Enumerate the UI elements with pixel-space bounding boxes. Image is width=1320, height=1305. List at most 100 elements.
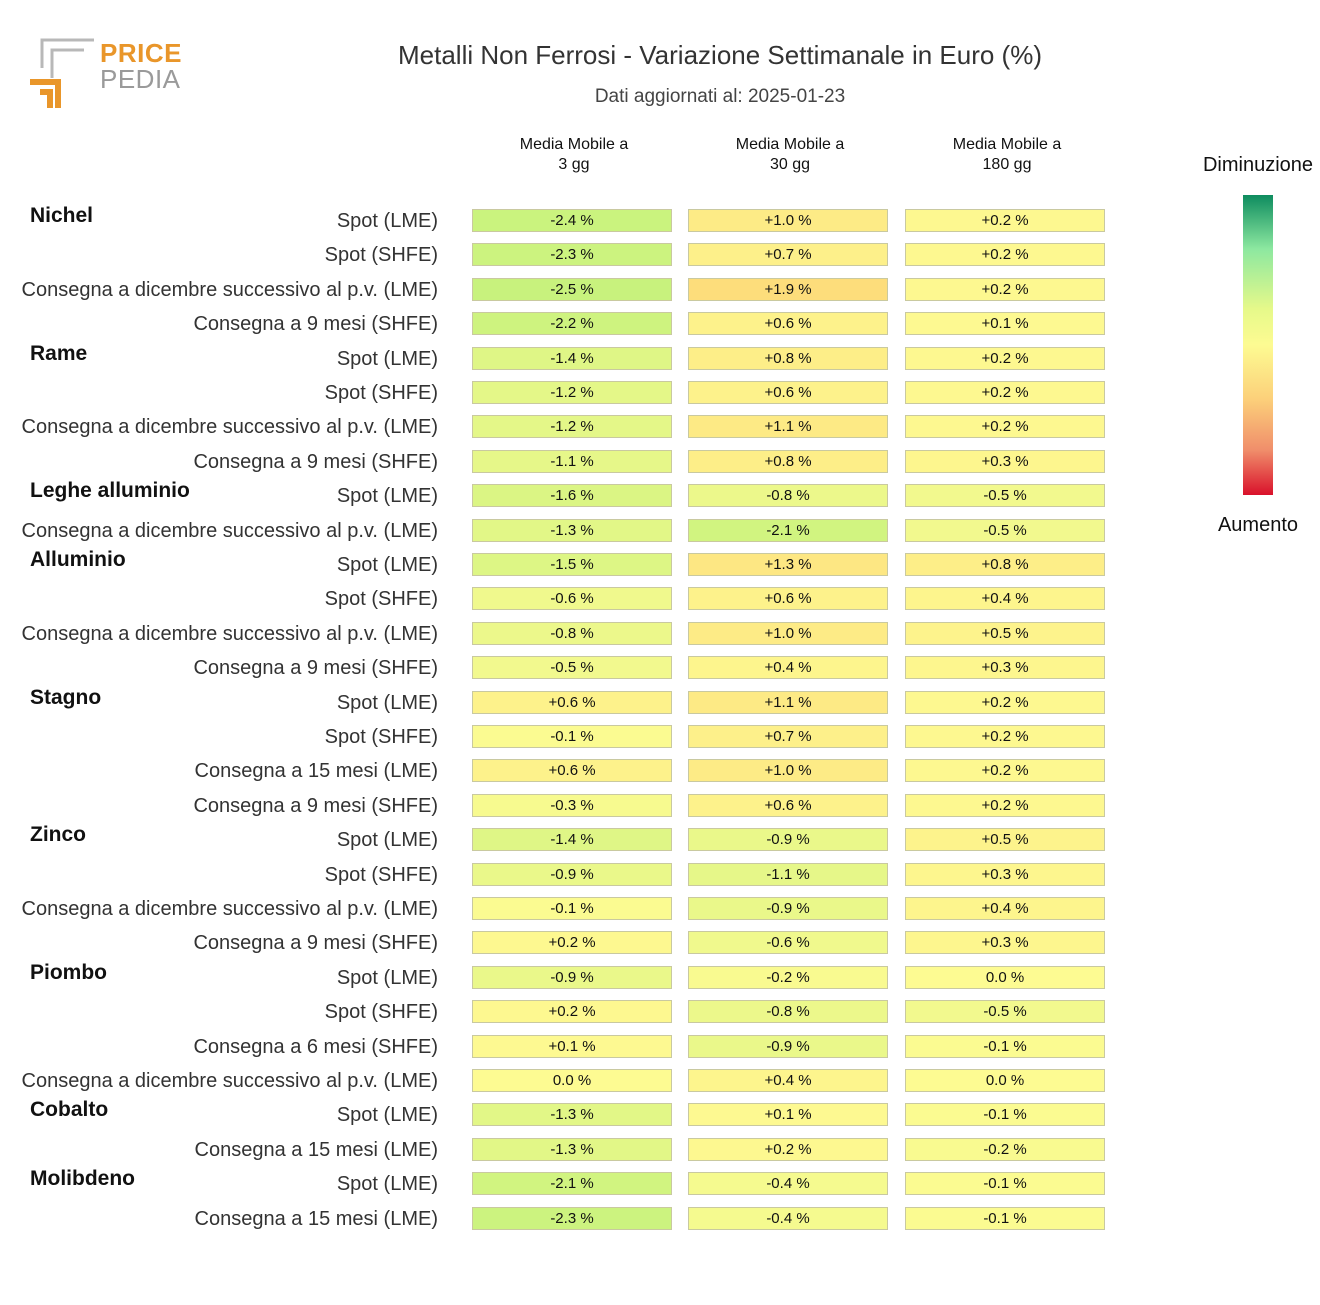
heatmap-cell: -0.1 % (905, 1034, 1105, 1058)
heatmap-cell: 0.0 % (905, 965, 1105, 989)
heatmap-cell: -2.3 % (472, 1206, 672, 1230)
row-label: Consegna a dicembre successivo al p.v. (… (21, 898, 438, 920)
heatmap-cell: +0.3 % (905, 931, 1105, 955)
group-label: Stagno (30, 685, 102, 709)
pricepedia-logo: PRICE PEDIA (28, 36, 188, 112)
heatmap-cell: +0.2 % (905, 277, 1105, 301)
logo-text-price: PRICE (100, 38, 182, 68)
heatmap-cell: +0.2 % (905, 759, 1105, 783)
heatmap-cell: +0.6 % (688, 793, 888, 817)
heatmap-cell: +0.4 % (688, 1069, 888, 1092)
heatmap-cell: -0.4 % (688, 1172, 888, 1196)
heatmap-cell: -2.2 % (472, 312, 672, 336)
heatmap-cell: +0.6 % (688, 381, 888, 404)
heatmap-cell: +0.8 % (905, 553, 1105, 576)
heatmap-cell: -2.1 % (688, 518, 888, 542)
heatmap-cell: +0.2 % (905, 243, 1105, 267)
heatmap-cell: +1.1 % (688, 415, 888, 439)
heatmap-cell: +0.8 % (688, 449, 888, 473)
row-label: Consegna a 9 mesi (SHFE) (193, 313, 438, 336)
row-label: Spot (LME) (336, 554, 438, 576)
heatmap-cell: +0.7 % (688, 243, 888, 267)
heatmap-cell: -0.5 % (905, 484, 1105, 508)
heatmap-cell: -1.3 % (472, 1103, 672, 1127)
row-label: Consegna a 6 mesi (SHFE) (193, 1035, 438, 1058)
heatmap-cell: -1.2 % (472, 415, 672, 439)
heatmap-cell: +1.0 % (688, 209, 888, 232)
heatmap-cell: -0.9 % (472, 862, 672, 886)
row-label: Spot (LME) (336, 210, 438, 232)
heatmap-cell: -0.9 % (688, 1034, 888, 1058)
row-label: Spot (LME) (336, 1173, 438, 1196)
heatmap-cell: -1.1 % (688, 862, 888, 886)
row-label: Spot (SHFE) (324, 726, 438, 748)
row-label: Spot (LME) (336, 691, 438, 714)
row-label: Consegna a 9 mesi (SHFE) (193, 657, 438, 680)
chart-title: Metalli Non Ferrosi - Variazione Settima… (398, 40, 1042, 70)
row-label: Consegna a 9 mesi (SHFE) (193, 794, 438, 817)
heatmap-cell: -1.4 % (472, 346, 672, 370)
row-label: Spot (LME) (336, 347, 438, 370)
heatmap-cell: -0.5 % (472, 656, 672, 680)
row-label: Spot (SHFE) (324, 863, 438, 886)
heatmap-cell: +0.2 % (905, 793, 1105, 817)
row-label: Spot (LME) (336, 829, 438, 852)
heatmap-cell: -0.4 % (688, 1206, 888, 1230)
heatmap-cell: +0.6 % (688, 587, 888, 611)
row-label: Consegna a dicembre successivo al p.v. (… (21, 416, 438, 439)
heatmap-cell: +0.2 % (905, 209, 1105, 232)
heatmap-cell: -0.5 % (905, 518, 1105, 542)
heatmap-cell: -0.2 % (688, 965, 888, 989)
heatmap-cell: +0.2 % (472, 931, 672, 955)
heatmap-cell: +0.2 % (905, 346, 1105, 370)
heatmap-cell: -0.3 % (472, 793, 672, 817)
heatmap-cell: -0.8 % (472, 621, 672, 645)
heatmap-cell: -0.8 % (688, 1000, 888, 1024)
row-label: Consegna a dicembre successivo al p.v. (… (21, 278, 438, 301)
heatmap-cell: -0.5 % (905, 1000, 1105, 1024)
heatmap-cell: +1.0 % (688, 621, 888, 645)
heatmap-cell: -2.4 % (472, 209, 672, 232)
heatmap-cell: +0.6 % (472, 759, 672, 783)
heatmap-cell: +1.9 % (688, 277, 888, 301)
heatmap-cell: +0.7 % (688, 725, 888, 748)
row-label: Consegna a dicembre successivo al p.v. (… (21, 1070, 438, 1092)
column-header: Media Mobile a 30 gg (735, 136, 845, 173)
group-label: Rame (30, 341, 88, 365)
heatmap-cell: -2.5 % (472, 277, 672, 301)
heatmap-cell: -0.8 % (688, 484, 888, 508)
legend-label-increase: Aumento (1217, 514, 1299, 536)
heatmap-cell: -1.5 % (472, 553, 672, 576)
heatmap-cell: -0.9 % (688, 828, 888, 852)
heatmap-cell: -0.1 % (472, 897, 672, 920)
heatmap-cell: +0.6 % (472, 690, 672, 714)
heatmap-cell: -0.1 % (905, 1172, 1105, 1196)
row-label: Consegna a dicembre successivo al p.v. (… (21, 519, 438, 542)
row-label: Spot (SHFE) (324, 244, 438, 267)
row-label: Consegna a 9 mesi (SHFE) (193, 450, 438, 473)
row-label: Consegna a 15 mesi (LME) (194, 1207, 438, 1230)
heatmap-cell: -0.1 % (472, 725, 672, 748)
heatmap-cell: -1.1 % (472, 449, 672, 473)
heatmap-cell: +0.4 % (905, 587, 1105, 611)
heatmap-cell: +1.1 % (688, 690, 888, 714)
heatmap-cell: +0.2 % (905, 415, 1105, 439)
heatmap-cell: +0.4 % (905, 897, 1105, 920)
heatmap-cell: -0.1 % (905, 1103, 1105, 1127)
heatmap-cell: +0.2 % (905, 725, 1105, 748)
row-label: Spot (SHFE) (324, 382, 438, 404)
heatmap-cell: +0.2 % (905, 690, 1105, 714)
heatmap-cell: -1.4 % (472, 828, 672, 852)
heatmap-cell: +0.3 % (905, 862, 1105, 886)
heatmap-cell: -2.3 % (472, 243, 672, 267)
heatmap-cell: +0.2 % (905, 381, 1105, 404)
heatmap-cell: -0.9 % (472, 965, 672, 989)
group-label: Alluminio (30, 548, 126, 571)
heatmap-cell: +0.1 % (688, 1103, 888, 1127)
column-header: Media Mobile a 180 gg (952, 136, 1062, 173)
heatmap-cell: +0.3 % (905, 449, 1105, 473)
heatmap-cell: +1.0 % (688, 759, 888, 783)
logo-mark-icon (30, 38, 94, 108)
heatmap-cell: +0.6 % (688, 312, 888, 336)
